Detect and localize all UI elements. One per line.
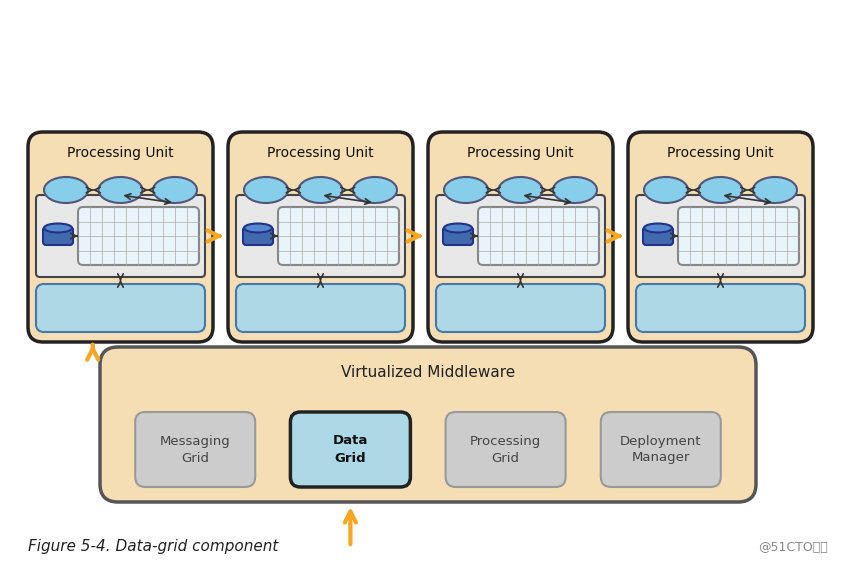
Ellipse shape (698, 177, 742, 203)
FancyBboxPatch shape (100, 347, 756, 502)
FancyBboxPatch shape (446, 412, 566, 487)
FancyBboxPatch shape (28, 132, 213, 342)
FancyBboxPatch shape (643, 227, 673, 245)
Text: @51CTO博客: @51CTO博客 (758, 541, 828, 554)
FancyBboxPatch shape (428, 132, 613, 342)
Text: Data
Grid: Data Grid (333, 435, 368, 464)
Ellipse shape (444, 177, 488, 203)
Ellipse shape (44, 177, 88, 203)
Ellipse shape (753, 177, 797, 203)
Text: Messaging
Grid: Messaging Grid (160, 435, 230, 464)
FancyBboxPatch shape (36, 284, 205, 332)
Ellipse shape (98, 177, 142, 203)
Ellipse shape (498, 177, 543, 203)
Ellipse shape (153, 177, 197, 203)
FancyBboxPatch shape (290, 412, 410, 487)
Text: Deployment
Manager: Deployment Manager (620, 435, 702, 464)
Ellipse shape (444, 223, 472, 232)
FancyBboxPatch shape (601, 412, 721, 487)
Text: Processing
Grid: Processing Grid (470, 435, 541, 464)
FancyBboxPatch shape (36, 195, 205, 277)
Text: Processing Unit: Processing Unit (267, 146, 374, 160)
FancyBboxPatch shape (636, 195, 805, 277)
Ellipse shape (553, 177, 597, 203)
FancyBboxPatch shape (436, 284, 605, 332)
FancyBboxPatch shape (228, 132, 413, 342)
FancyBboxPatch shape (628, 132, 813, 342)
Text: Virtualized Middleware: Virtualized Middleware (341, 365, 515, 380)
FancyBboxPatch shape (78, 207, 199, 265)
FancyBboxPatch shape (678, 207, 799, 265)
FancyBboxPatch shape (443, 227, 473, 245)
Ellipse shape (44, 223, 72, 232)
Ellipse shape (644, 177, 688, 203)
FancyBboxPatch shape (243, 227, 273, 245)
FancyBboxPatch shape (135, 412, 255, 487)
FancyBboxPatch shape (478, 207, 599, 265)
FancyBboxPatch shape (436, 195, 605, 277)
Ellipse shape (244, 223, 272, 232)
FancyBboxPatch shape (278, 207, 399, 265)
Text: Figure 5-4. Data-grid component: Figure 5-4. Data-grid component (28, 539, 278, 554)
Text: Processing Unit: Processing Unit (667, 146, 774, 160)
FancyBboxPatch shape (236, 195, 405, 277)
Text: Processing Unit: Processing Unit (467, 146, 574, 160)
Ellipse shape (353, 177, 397, 203)
Ellipse shape (644, 223, 672, 232)
FancyBboxPatch shape (43, 227, 73, 245)
Ellipse shape (244, 177, 288, 203)
Ellipse shape (299, 177, 342, 203)
FancyBboxPatch shape (236, 284, 405, 332)
Text: Processing Unit: Processing Unit (67, 146, 174, 160)
FancyBboxPatch shape (636, 284, 805, 332)
